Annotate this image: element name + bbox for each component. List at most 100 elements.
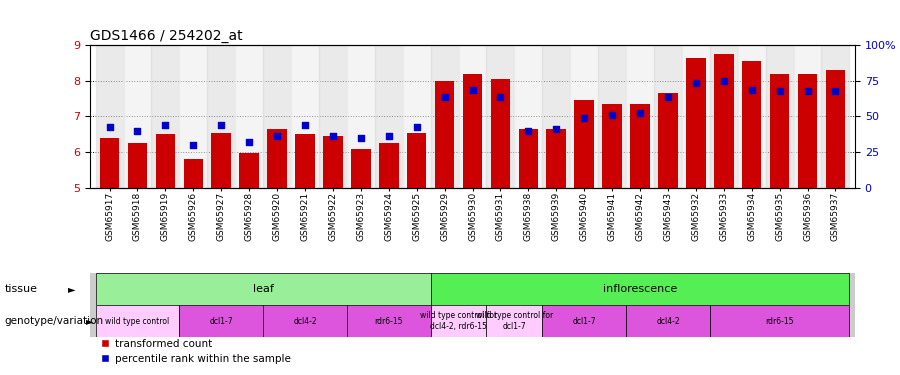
Bar: [379, 143, 399, 188]
Text: wild type control for
dcl1-7: wild type control for dcl1-7: [476, 311, 553, 331]
Point: [772, 88, 787, 94]
Point: [326, 133, 340, 139]
Point: [186, 142, 201, 148]
Bar: [543, 305, 626, 337]
Bar: [374, 45, 402, 188]
Bar: [487, 305, 543, 337]
Bar: [518, 129, 538, 188]
Bar: [351, 148, 371, 188]
Text: tissue: tissue: [4, 284, 38, 294]
Point: [493, 94, 508, 100]
Bar: [95, 305, 179, 337]
Bar: [825, 70, 845, 188]
Point: [688, 80, 703, 86]
Bar: [95, 45, 123, 188]
Bar: [319, 45, 346, 188]
Point: [158, 122, 173, 128]
Bar: [602, 104, 622, 188]
Point: [549, 126, 563, 132]
Bar: [100, 138, 120, 188]
Bar: [543, 45, 571, 188]
Bar: [658, 93, 678, 188]
Bar: [235, 45, 263, 188]
Bar: [184, 159, 203, 188]
Bar: [571, 45, 598, 188]
Point: [298, 122, 312, 128]
Text: wild type control for
dcl4-2, rdr6-15: wild type control for dcl4-2, rdr6-15: [420, 311, 497, 331]
Point: [521, 128, 535, 134]
Point: [103, 124, 117, 130]
Bar: [515, 45, 543, 188]
Text: genotype/variation: genotype/variation: [4, 316, 104, 326]
Bar: [402, 45, 430, 188]
Bar: [430, 273, 850, 305]
Bar: [156, 134, 176, 188]
Text: dcl1-7: dcl1-7: [210, 316, 233, 326]
Text: wild type control: wild type control: [105, 316, 169, 326]
Point: [214, 122, 229, 128]
Bar: [179, 45, 207, 188]
Point: [242, 138, 256, 144]
Text: rdr6-15: rdr6-15: [374, 316, 403, 326]
Bar: [766, 45, 794, 188]
Bar: [822, 45, 850, 188]
Bar: [346, 305, 430, 337]
Point: [744, 87, 759, 93]
Text: rdr6-15: rdr6-15: [765, 316, 794, 326]
Bar: [263, 305, 347, 337]
Bar: [263, 45, 291, 188]
Bar: [430, 305, 487, 337]
Text: dcl1-7: dcl1-7: [572, 316, 596, 326]
Bar: [546, 129, 566, 188]
Bar: [123, 45, 151, 188]
Bar: [291, 45, 319, 188]
Bar: [710, 45, 738, 188]
Bar: [491, 79, 510, 188]
Legend: transformed count, percentile rank within the sample: transformed count, percentile rank withi…: [95, 334, 295, 368]
Bar: [714, 54, 734, 188]
Bar: [654, 45, 682, 188]
Point: [354, 135, 368, 141]
Point: [661, 94, 675, 100]
Bar: [574, 100, 594, 188]
Point: [716, 78, 731, 84]
Bar: [630, 104, 650, 188]
Bar: [682, 45, 710, 188]
Bar: [430, 45, 458, 188]
Point: [828, 88, 842, 94]
Bar: [794, 45, 822, 188]
Bar: [151, 45, 179, 188]
Bar: [797, 74, 817, 188]
Bar: [435, 81, 454, 188]
Bar: [742, 61, 761, 188]
Point: [465, 87, 480, 93]
Point: [130, 128, 145, 134]
Bar: [463, 74, 482, 188]
Bar: [346, 45, 374, 188]
Bar: [626, 305, 710, 337]
Bar: [207, 45, 235, 188]
Text: dcl4-2: dcl4-2: [293, 316, 317, 326]
Bar: [598, 45, 626, 188]
Bar: [267, 129, 287, 188]
Bar: [239, 153, 259, 188]
Bar: [407, 133, 427, 188]
Bar: [458, 45, 487, 188]
Bar: [128, 143, 148, 188]
Text: GDS1466 / 254202_at: GDS1466 / 254202_at: [90, 28, 243, 43]
Point: [800, 88, 814, 94]
Bar: [686, 57, 706, 188]
Text: inflorescence: inflorescence: [603, 284, 677, 294]
Text: dcl4-2: dcl4-2: [656, 316, 680, 326]
Bar: [95, 273, 430, 305]
Bar: [710, 305, 850, 337]
Point: [270, 133, 284, 139]
Point: [633, 110, 647, 116]
Text: leaf: leaf: [253, 284, 274, 294]
Bar: [487, 45, 515, 188]
Point: [577, 115, 591, 121]
Bar: [738, 45, 766, 188]
Text: ►: ►: [68, 284, 75, 294]
Bar: [179, 305, 263, 337]
Point: [410, 124, 424, 130]
